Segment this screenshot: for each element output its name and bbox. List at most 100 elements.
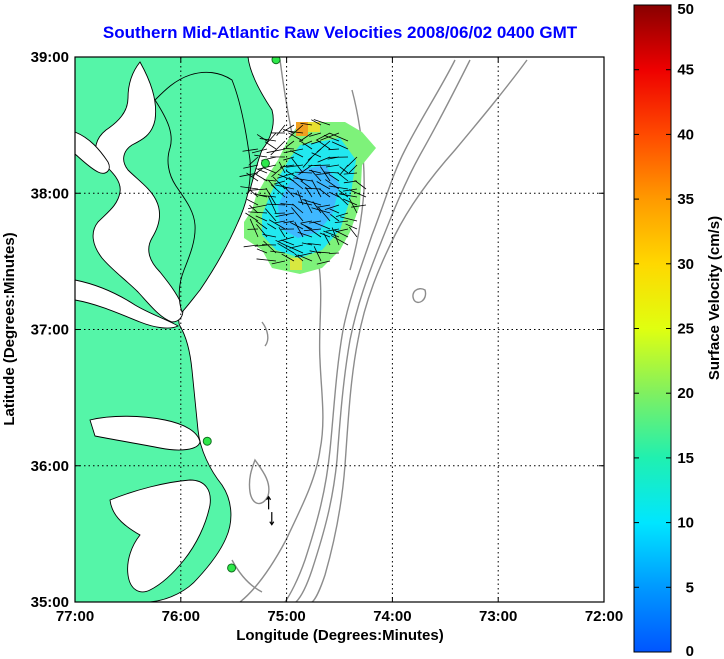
map-title: Southern Mid-Atlantic Raw Velocities 200… xyxy=(103,23,578,42)
velocity-vector xyxy=(338,190,349,198)
colorbar-tick-label: 30 xyxy=(677,256,694,273)
velocity-vector xyxy=(248,156,259,166)
velocity-vector xyxy=(312,221,331,230)
velocity-vector xyxy=(280,203,295,206)
colorbar-tick-label: 40 xyxy=(677,126,694,143)
velocity-vector xyxy=(316,139,331,150)
velocity-vector xyxy=(337,172,349,182)
velocity-cell-high xyxy=(290,258,302,270)
velocity-vector xyxy=(263,179,277,182)
albemarle-sound xyxy=(89,415,201,451)
velocity-vector xyxy=(249,204,259,214)
velocity-vector xyxy=(249,189,259,198)
velocity-vector xyxy=(315,132,331,141)
velocity-vector xyxy=(283,220,295,224)
velocity-vector xyxy=(309,132,322,137)
velocity-vector xyxy=(320,132,340,141)
radar-site-marker xyxy=(202,436,212,446)
velocity-vector xyxy=(345,223,358,230)
velocity-vector xyxy=(318,204,331,208)
y-axis-ticks: 35:00 36:00 37:00 38:00 39:00 xyxy=(31,49,604,611)
velocity-vector xyxy=(331,141,349,150)
velocity-vector xyxy=(354,179,367,190)
velocity-vector xyxy=(307,242,322,246)
velocity-vector xyxy=(277,242,295,254)
velocity-vector xyxy=(311,152,322,158)
velocity-vector xyxy=(324,204,340,210)
velocity-vector xyxy=(323,230,340,238)
contour-line xyxy=(295,59,471,602)
velocity-vector xyxy=(288,130,304,134)
velocity-vector xyxy=(313,119,331,126)
x-tick-label: 74:00 xyxy=(373,608,411,625)
velocity-vector xyxy=(329,191,340,198)
velocity-vector xyxy=(292,192,304,198)
velocity-vector xyxy=(271,260,286,265)
velocity-vector xyxy=(282,124,295,133)
velocity-vector xyxy=(243,244,259,248)
contour-line xyxy=(412,288,427,304)
velocity-vector xyxy=(263,240,277,254)
velocity-vector xyxy=(291,207,304,222)
x-tick-label: 77:00 xyxy=(56,608,94,625)
contour-line xyxy=(349,89,365,271)
x-tick-label: 76:00 xyxy=(162,608,200,625)
y-tick-label: 36:00 xyxy=(31,458,69,475)
velocity-vector xyxy=(284,244,304,254)
velocity-vector xyxy=(340,216,358,222)
radar-site-marker xyxy=(227,563,237,573)
bathymetry-contours xyxy=(231,59,528,602)
x-tick-label: 72:00 xyxy=(585,608,623,625)
velocity-vector xyxy=(275,212,295,217)
velocity-vector xyxy=(331,227,340,246)
velocity-vector xyxy=(275,239,286,246)
velocity-vector xyxy=(316,172,331,176)
velocity-vector xyxy=(335,192,349,206)
velocity-vector xyxy=(259,138,277,142)
y-tick-label: 39:00 xyxy=(31,49,69,66)
velocity-vector xyxy=(293,177,313,182)
velocity-vector xyxy=(351,204,367,208)
velocity-vector xyxy=(294,171,313,174)
velocity-vector xyxy=(297,254,313,262)
velocity-vector xyxy=(278,236,295,242)
velocity-vector xyxy=(258,194,277,198)
velocity-vector xyxy=(316,181,331,190)
velocity-vector xyxy=(339,193,358,198)
x-axis-label: Longitude (Degrees:Minutes) xyxy=(236,627,444,644)
velocity-vector xyxy=(292,203,304,214)
velocity-vector xyxy=(264,208,277,222)
velocity-vector xyxy=(266,203,286,206)
velocity-vector xyxy=(328,174,340,182)
velocity-vector xyxy=(270,140,286,156)
colorbar-tick-label: 45 xyxy=(677,62,694,79)
velocity-vector xyxy=(283,147,295,150)
velocity-vector xyxy=(305,186,313,198)
velocity-vector xyxy=(330,213,340,222)
velocity-vector xyxy=(328,148,340,151)
velocity-vector xyxy=(343,172,358,175)
velocity-vector xyxy=(256,248,268,254)
velocity-vector xyxy=(268,219,286,230)
x-tick-label: 73:00 xyxy=(479,608,517,625)
velocity-vector xyxy=(297,231,313,238)
velocity-vector xyxy=(255,167,268,174)
velocity-vector xyxy=(281,253,295,262)
velocity-vector xyxy=(328,252,340,254)
velocity-vector xyxy=(329,132,349,142)
velocity-vector xyxy=(348,189,367,198)
velocity-vector xyxy=(300,220,313,224)
velocity-vector xyxy=(240,186,259,190)
velocity-vector xyxy=(318,188,331,198)
x-tick-label: 75:00 xyxy=(267,608,305,625)
velocity-vector xyxy=(294,253,304,262)
velocity-vector xyxy=(249,218,259,238)
velocity-vector xyxy=(328,185,349,190)
isolated-vectors xyxy=(266,495,275,526)
colorbar-gradient xyxy=(633,4,672,653)
grid-lines xyxy=(75,57,604,602)
velocity-vector xyxy=(245,212,259,222)
velocity-vector xyxy=(270,250,286,254)
velocity-vector xyxy=(317,156,331,163)
colorbar-tick-label: 25 xyxy=(677,321,694,338)
